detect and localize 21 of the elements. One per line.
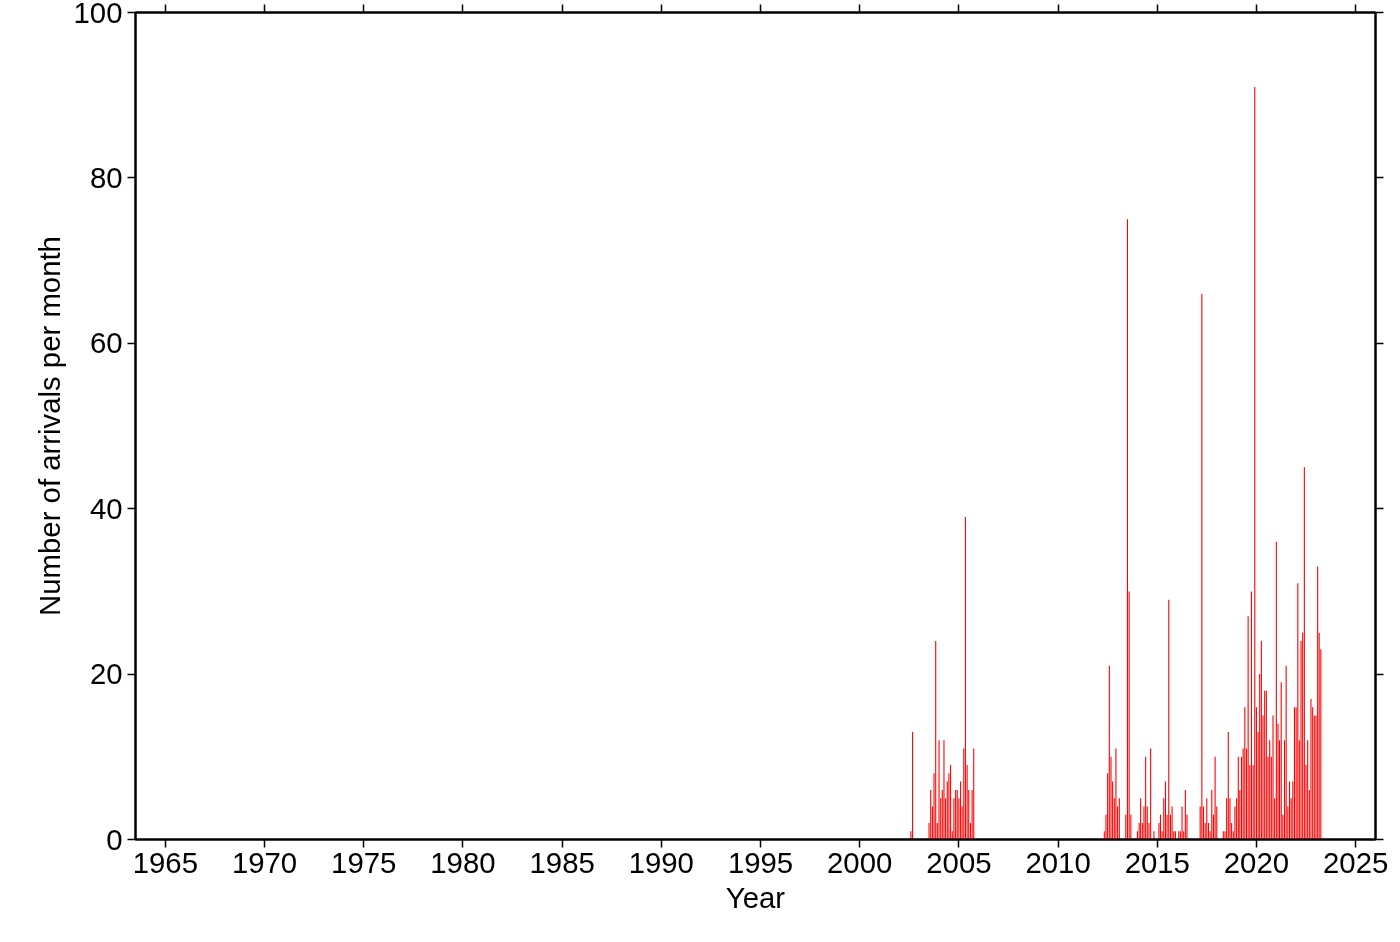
y-tick-label: 0 bbox=[106, 822, 123, 856]
x-tick-label: 2005 bbox=[926, 845, 992, 879]
x-tick-label: 2025 bbox=[1323, 845, 1389, 879]
x-tick-label: 2000 bbox=[827, 845, 893, 879]
x-tick-label: 2015 bbox=[1124, 845, 1190, 879]
x-tick-label: 2020 bbox=[1223, 845, 1290, 879]
x-tick-label: 2010 bbox=[1025, 845, 1091, 879]
y-axis-title: Number of arrivals per month bbox=[32, 236, 66, 616]
x-tick-label: 1975 bbox=[331, 845, 397, 879]
y-tick-label: 80 bbox=[89, 160, 123, 194]
x-tick-label: 1965 bbox=[132, 845, 198, 879]
y-tick-label: 60 bbox=[89, 326, 123, 360]
x-tick-label: 1985 bbox=[529, 845, 595, 879]
y-tick-label: 100 bbox=[73, 0, 123, 29]
x-tick-label: 1980 bbox=[430, 845, 496, 879]
y-tick-label: 20 bbox=[89, 657, 123, 691]
y-tick-label: 40 bbox=[89, 491, 123, 525]
x-axis-title: Year bbox=[725, 880, 786, 914]
x-tick-label: 1970 bbox=[231, 845, 298, 879]
x-tick-label: 1990 bbox=[628, 845, 694, 879]
x-tick-label: 1995 bbox=[727, 845, 794, 879]
